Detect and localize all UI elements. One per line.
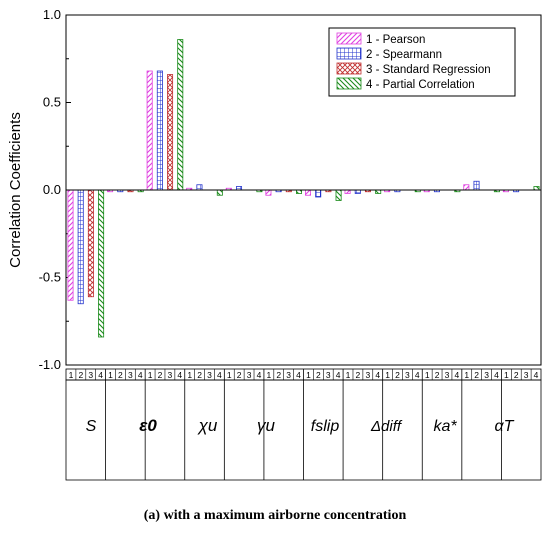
slot-label: 2 — [276, 370, 281, 380]
legend-label: 1 - Pearson — [366, 34, 425, 46]
y-tick-label: 0.0 — [43, 182, 61, 197]
bar-1 — [146, 70, 153, 191]
slot-label: 4 — [217, 370, 222, 380]
slot-label: 3 — [128, 370, 133, 380]
bar-2 — [236, 186, 243, 191]
slot-label: 4 — [455, 370, 460, 380]
legend-swatch — [336, 77, 362, 90]
slot-label: 2 — [356, 370, 361, 380]
slot-label: 3 — [88, 370, 93, 380]
legend: 1 - Pearson 2 - Spearmann 3 - Standard Reg… — [328, 27, 516, 97]
slot-label: 1 — [504, 370, 509, 380]
slot-label: 3 — [365, 370, 370, 380]
y-ticks: 1.0 0.5 0.0 -0.5 -1.0 — [39, 7, 71, 372]
bar-2 — [315, 189, 322, 198]
correlation-bar-chart: Correlation Coefficients 1.0 0.5 0.0 -0.5 -1… — [7, 7, 542, 481]
slot-label: 3 — [445, 370, 450, 380]
slot-label: 1 — [425, 370, 430, 380]
bar-2 — [156, 70, 163, 191]
y-tick-label: -1.0 — [39, 357, 61, 372]
legend-label: 2 - Spearmann — [366, 49, 442, 61]
legend-swatch — [336, 32, 362, 45]
bar-2 — [196, 184, 203, 191]
bar-2 — [77, 189, 84, 305]
figure-caption: (a) with a maximum airborne concentratio… — [143, 508, 407, 523]
bar-4 — [335, 189, 342, 201]
slot-label: 2 — [197, 370, 202, 380]
bar-4 — [177, 39, 184, 191]
y-axis-label: Correlation Coefficients — [7, 112, 24, 268]
slot-label: 3 — [247, 370, 252, 380]
slot-label: 2 — [158, 370, 163, 380]
slot-label: 1 — [346, 370, 351, 380]
slot-label: 3 — [286, 370, 291, 380]
slot-label: 2 — [395, 370, 400, 380]
slot-label: 3 — [168, 370, 173, 380]
y-tick-label: 1.0 — [43, 7, 61, 22]
bar-2 — [473, 180, 480, 191]
slot-label: 4 — [138, 370, 143, 380]
bar-1 — [67, 189, 74, 301]
slot-label: 3 — [207, 370, 212, 380]
slot-label: 1 — [306, 370, 311, 380]
category-label: ka* — [433, 418, 457, 435]
slot-label: 1 — [148, 370, 153, 380]
category-label: αT — [495, 418, 515, 435]
bar-1 — [304, 189, 311, 196]
slot-label: 4 — [494, 370, 499, 380]
bar-2 — [354, 189, 361, 194]
bar-4 — [533, 186, 540, 191]
slot-label: 1 — [385, 370, 390, 380]
slot-label: 4 — [296, 370, 301, 380]
category-label: Δdiff — [370, 418, 403, 435]
slot-label: 4 — [336, 370, 341, 380]
bar-3 — [167, 74, 174, 191]
bar-4 — [216, 189, 223, 196]
slot-label: 2 — [474, 370, 479, 380]
category-label: γu — [257, 416, 276, 435]
slot-label: 3 — [405, 370, 410, 380]
bar-3 — [87, 189, 94, 298]
slot-label: 2 — [237, 370, 242, 380]
category-label: χu — [197, 416, 218, 435]
slot-label: 3 — [326, 370, 331, 380]
legend-label: 4 - Partial Correlation — [366, 79, 475, 91]
slot-label: 4 — [375, 370, 380, 380]
bar-1 — [344, 189, 351, 194]
slot-label: 1 — [108, 370, 113, 380]
slot-label: 1 — [266, 370, 271, 380]
slot-label: 1 — [187, 370, 192, 380]
slot-label: 4 — [257, 370, 262, 380]
bar-4 — [375, 189, 382, 194]
slot-label: 3 — [484, 370, 489, 380]
y-tick-label: -0.5 — [39, 270, 61, 285]
slot-label: 1 — [464, 370, 469, 380]
category-label: S — [86, 418, 97, 435]
slot-label: 4 — [415, 370, 420, 380]
slot-label: 4 — [177, 370, 182, 380]
category-label: ε0 — [139, 416, 157, 435]
legend-label: 3 - Standard Regression — [366, 64, 491, 76]
slot-label: 4 — [98, 370, 103, 380]
legend-swatch — [336, 62, 362, 75]
slot-label: 2 — [435, 370, 440, 380]
slot-label: 2 — [316, 370, 321, 380]
slot-label: 2 — [78, 370, 83, 380]
bar-1 — [265, 189, 272, 196]
slot-label: 4 — [534, 370, 539, 380]
bar-4 — [296, 189, 303, 194]
category-label: fslip — [311, 418, 340, 435]
legend-swatch — [336, 47, 362, 60]
slot-label: 1 — [227, 370, 232, 380]
bar-4 — [98, 189, 105, 338]
slot-label: 3 — [524, 370, 529, 380]
slot-label: 2 — [118, 370, 123, 380]
slot-label: 2 — [514, 370, 519, 380]
bar-1 — [463, 184, 470, 191]
y-tick-label: 0.5 — [43, 95, 61, 110]
slot-label: 1 — [69, 370, 74, 380]
